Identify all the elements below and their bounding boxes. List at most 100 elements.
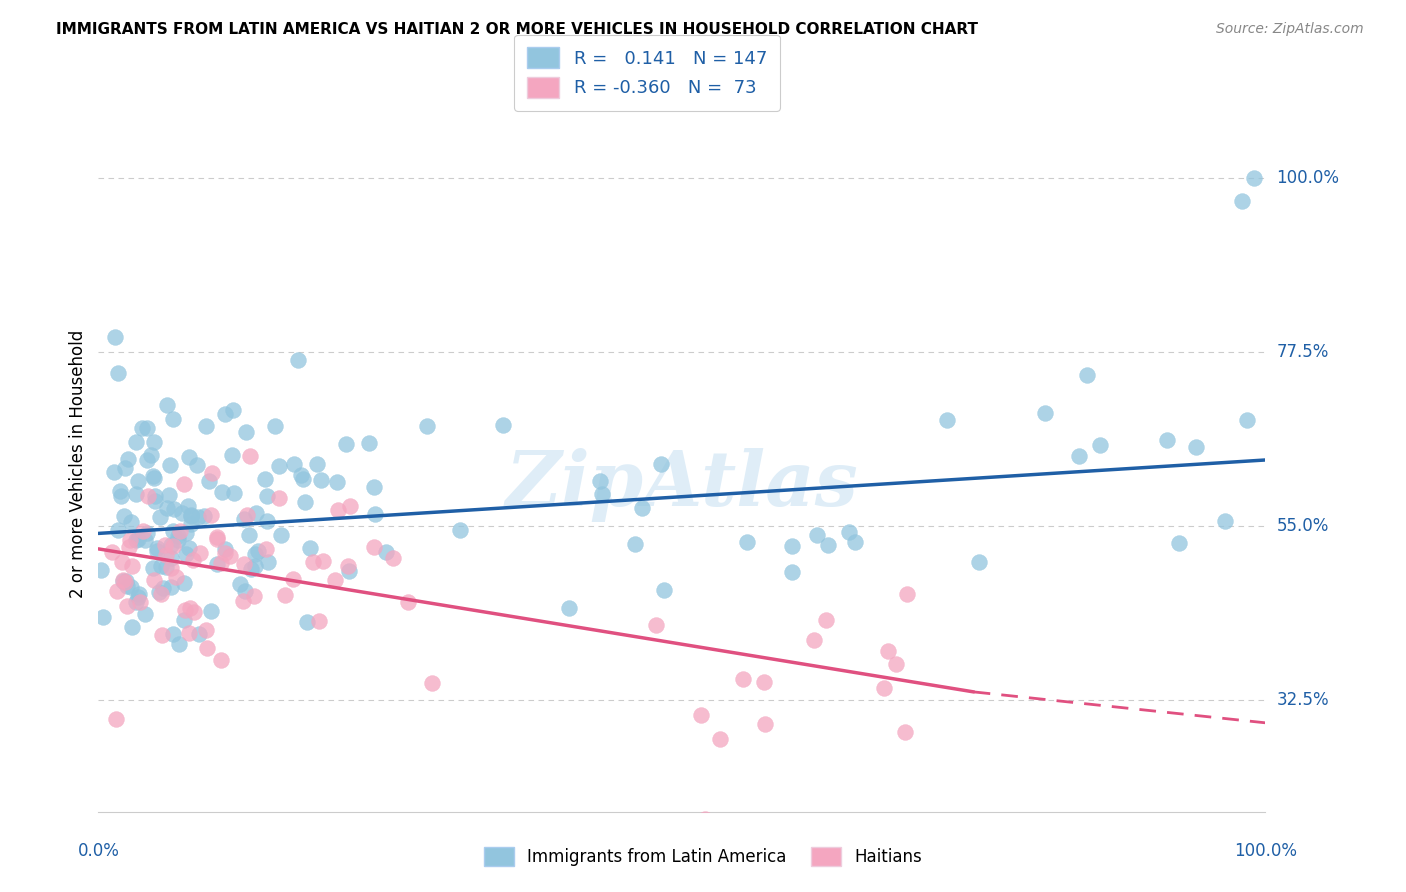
Point bbox=[817, 538, 839, 552]
Point bbox=[690, 707, 713, 722]
Point bbox=[214, 407, 236, 421]
Point bbox=[363, 480, 385, 494]
Point bbox=[243, 558, 266, 573]
Point bbox=[135, 526, 157, 541]
Point bbox=[267, 491, 290, 505]
Point bbox=[162, 627, 184, 641]
Point bbox=[295, 615, 318, 630]
Point bbox=[176, 525, 198, 540]
Point bbox=[239, 449, 262, 463]
Point bbox=[591, 487, 613, 501]
Point bbox=[114, 575, 136, 590]
Point bbox=[143, 574, 166, 588]
Point bbox=[101, 545, 124, 559]
Point bbox=[806, 528, 828, 542]
Point bbox=[112, 508, 135, 523]
Point bbox=[132, 524, 155, 539]
Point bbox=[709, 732, 731, 747]
Point bbox=[782, 539, 804, 553]
Point bbox=[283, 457, 305, 471]
Point bbox=[200, 508, 222, 522]
Point bbox=[207, 530, 229, 544]
Point bbox=[165, 570, 187, 584]
Point bbox=[108, 483, 131, 498]
Point bbox=[148, 584, 170, 599]
Point bbox=[195, 419, 218, 434]
Point bbox=[187, 510, 209, 524]
Point bbox=[254, 541, 277, 556]
Point bbox=[221, 402, 243, 417]
Point bbox=[162, 539, 184, 553]
Point bbox=[1156, 433, 1178, 447]
Point bbox=[235, 425, 257, 439]
Point bbox=[780, 565, 803, 579]
Point bbox=[167, 637, 190, 651]
Point bbox=[160, 538, 183, 552]
Point bbox=[644, 618, 666, 632]
Point bbox=[174, 603, 197, 617]
Point bbox=[339, 499, 361, 513]
Point bbox=[91, 609, 114, 624]
Point bbox=[193, 508, 215, 523]
Point bbox=[125, 435, 148, 450]
Point bbox=[195, 641, 218, 656]
Point bbox=[236, 508, 259, 522]
Point bbox=[155, 560, 177, 574]
Point bbox=[180, 508, 202, 522]
Point bbox=[143, 494, 166, 508]
Point bbox=[142, 468, 165, 483]
Point bbox=[152, 581, 174, 595]
Point bbox=[325, 475, 347, 490]
Point bbox=[125, 487, 148, 501]
Point bbox=[233, 512, 256, 526]
Point bbox=[125, 595, 148, 609]
Point bbox=[257, 555, 280, 569]
Point bbox=[273, 588, 295, 602]
Point bbox=[589, 474, 612, 488]
Point bbox=[267, 459, 290, 474]
Point bbox=[136, 420, 159, 434]
Point bbox=[200, 604, 222, 618]
Point bbox=[173, 477, 195, 491]
Point bbox=[1033, 406, 1056, 420]
Point bbox=[188, 546, 211, 560]
Legend: R =   0.141   N = 147, R = -0.360   N =  73: R = 0.141 N = 147, R = -0.360 N = 73 bbox=[515, 35, 780, 111]
Point bbox=[125, 533, 148, 548]
Point bbox=[115, 574, 138, 588]
Point bbox=[374, 544, 396, 558]
Point bbox=[104, 712, 127, 726]
Point bbox=[309, 473, 332, 487]
Point bbox=[335, 437, 357, 451]
Point bbox=[803, 632, 825, 647]
Point bbox=[245, 547, 267, 561]
Point bbox=[290, 468, 312, 483]
Point bbox=[179, 601, 201, 615]
Point bbox=[239, 562, 262, 576]
Point bbox=[256, 514, 278, 528]
Point bbox=[873, 681, 896, 695]
Point bbox=[139, 448, 162, 462]
Point bbox=[246, 544, 269, 558]
Point bbox=[631, 500, 654, 515]
Y-axis label: 2 or more Vehicles in Household: 2 or more Vehicles in Household bbox=[69, 330, 87, 598]
Point bbox=[177, 626, 200, 640]
Point bbox=[337, 564, 360, 578]
Point bbox=[180, 517, 202, 532]
Text: 100.0%: 100.0% bbox=[1277, 169, 1340, 186]
Point bbox=[155, 548, 177, 562]
Point bbox=[179, 541, 201, 556]
Point bbox=[195, 623, 218, 637]
Point bbox=[1230, 194, 1253, 208]
Point bbox=[149, 509, 172, 524]
Point bbox=[1076, 368, 1098, 383]
Point bbox=[229, 577, 252, 591]
Point bbox=[179, 450, 201, 465]
Point bbox=[492, 418, 515, 433]
Point bbox=[214, 546, 236, 560]
Point bbox=[307, 458, 329, 472]
Point bbox=[128, 587, 150, 601]
Point bbox=[121, 620, 143, 634]
Point bbox=[209, 653, 232, 667]
Point bbox=[114, 461, 136, 475]
Point bbox=[145, 541, 167, 556]
